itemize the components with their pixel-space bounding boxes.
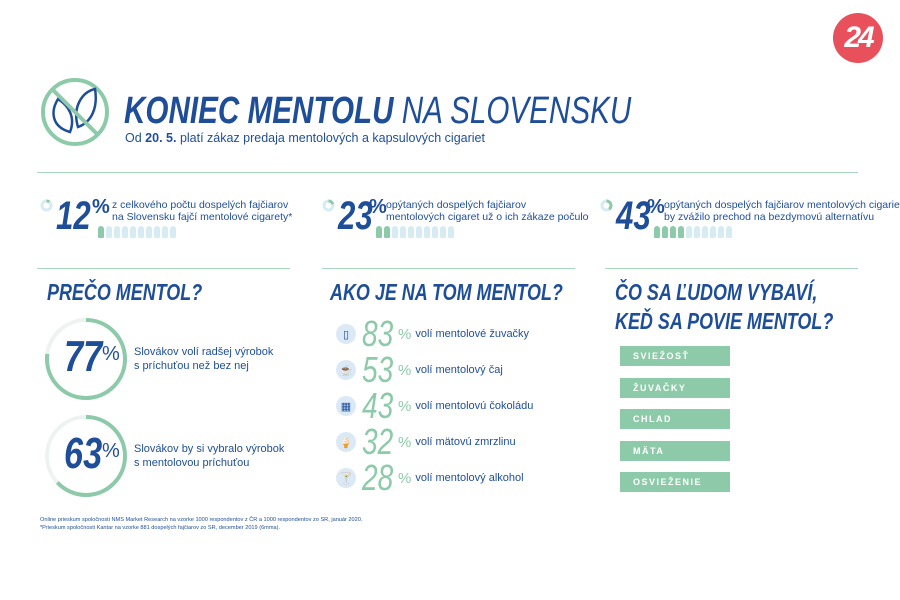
person-icon	[114, 226, 120, 238]
product-row: 🍦 32 % volí mätovú zmrzlinu	[336, 424, 533, 460]
person-icon	[670, 226, 676, 238]
person-icon	[98, 226, 104, 238]
section-title-co: ČO SA ĽUDOM VYBAVÍ, KEĎ SA POVIE MENTOL?	[615, 279, 834, 334]
association-tag: CHLAD	[620, 409, 730, 429]
progress-ring	[45, 318, 127, 400]
person-icon	[686, 226, 692, 238]
mentol-products-list: ▯ 83 % volí mentolové žuvačky ☕ 53 % vol…	[336, 316, 533, 496]
person-icon	[424, 226, 430, 238]
person-icon	[106, 226, 112, 238]
person-icon	[138, 226, 144, 238]
person-icon	[122, 226, 128, 238]
progress-ring	[45, 415, 127, 497]
product-row: ▦ 43 % volí mentolovú čokoládu	[336, 388, 533, 424]
product-row: ▯ 83 % volí mentolové žuvačky	[336, 316, 533, 352]
pie-icon	[600, 199, 613, 212]
person-icon	[170, 226, 176, 238]
stat-block: 23 % opýtaných dospelých fajčiarov mentol…	[322, 196, 592, 244]
association-tag: SVIEŽOSŤ	[620, 346, 730, 366]
page-title: KONIEC MENTOLU NA SLOVENSKU	[124, 90, 632, 132]
person-icon	[662, 226, 668, 238]
product-row: ☕ 53 % volí mentolový čaj	[336, 352, 533, 388]
association-tag: ŽUVAČKY	[620, 377, 730, 398]
tea-cup-icon: ☕	[336, 360, 356, 380]
ring-stat: 63 % Slovákov by si vybralo výrobok s men…	[44, 414, 294, 498]
person-icon	[392, 226, 398, 238]
person-icon	[678, 226, 684, 238]
person-icon	[146, 226, 152, 238]
person-icon	[440, 226, 446, 238]
person-icon	[448, 226, 454, 238]
person-icon	[376, 226, 382, 238]
subtitle: Od 20. 5. platí zákaz predaja mentolovýc…	[125, 131, 485, 145]
ring-stat: 77 % Slovákov volí radšej výrobok s prích…	[44, 317, 294, 401]
product-row: 🍸 28 % volí mentolový alkohol	[336, 460, 533, 496]
divider	[605, 268, 858, 269]
person-icon	[726, 226, 732, 238]
divider	[37, 172, 858, 173]
person-icon	[416, 226, 422, 238]
cocktail-icon: 🍸	[336, 468, 356, 488]
person-icon	[718, 226, 724, 238]
no-leaf-icon	[41, 78, 109, 146]
logo-24: 24	[833, 13, 883, 63]
chewing-gum-icon: ▯	[336, 324, 356, 344]
pie-icon	[40, 199, 53, 212]
person-icon	[384, 226, 390, 238]
stat-block: 12 % z celkového počtu dospelých fajčiar…	[40, 196, 310, 244]
divider	[37, 268, 290, 269]
footnote: *Prieskum spoločnosti Kantar na vzorke 8…	[40, 525, 281, 531]
ice-cream-icon: 🍦	[336, 432, 356, 452]
association-tag: OSVIEŽENIE	[620, 472, 730, 492]
chocolate-icon: ▦	[336, 396, 356, 416]
person-icon	[694, 226, 700, 238]
person-icon	[130, 226, 136, 238]
person-icon	[408, 226, 414, 238]
association-tag: MÄTA	[620, 440, 730, 461]
pie-icon	[322, 199, 335, 212]
person-icon	[154, 226, 160, 238]
section-title-preco: PREČO MENTOL?	[47, 279, 203, 305]
person-icon	[400, 226, 406, 238]
section-title-ako: AKO JE NA TOM MENTOL?	[330, 279, 563, 305]
divider	[322, 268, 575, 269]
person-icon	[162, 226, 168, 238]
footnote: Online prieskum spoločnosti NMS Market R…	[40, 517, 363, 523]
person-icon	[710, 226, 716, 238]
person-icon	[432, 226, 438, 238]
person-icon	[702, 226, 708, 238]
stat-block: 43 % opýtaných dospelých fajčiarov mento…	[600, 196, 900, 244]
person-icon	[654, 226, 660, 238]
